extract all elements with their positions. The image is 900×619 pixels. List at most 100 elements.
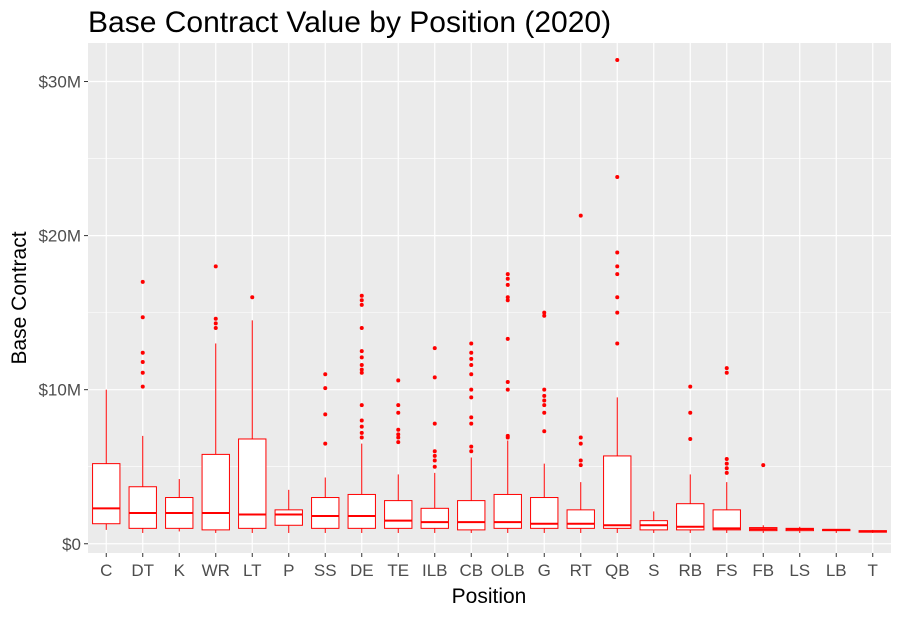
box-group-ls — [785, 526, 814, 533]
y-axis-title: Base Contract — [8, 231, 31, 364]
box-group-t — [858, 529, 887, 533]
x-tick-label: DT — [131, 561, 154, 580]
y-tick-label: $20M — [38, 227, 81, 246]
x-tick-label: DE — [350, 561, 374, 580]
outlier-point — [323, 372, 328, 377]
x-tick-label: ILB — [422, 561, 448, 580]
outlier-point — [432, 375, 437, 380]
outlier-point — [615, 341, 620, 346]
x-tick-label: RT — [570, 561, 592, 580]
outlier-point — [469, 341, 474, 346]
outlier-point — [542, 313, 547, 318]
x-tick-label: C — [100, 561, 112, 580]
outlier-point — [323, 412, 328, 417]
outlier-point — [724, 466, 729, 471]
outlier-point — [213, 326, 218, 331]
outlier-point — [724, 470, 729, 475]
outlier-point — [396, 440, 401, 445]
outlier-point — [432, 421, 437, 426]
outlier-point — [615, 310, 620, 315]
outlier-point — [469, 350, 474, 355]
outlier-point — [615, 295, 620, 300]
y-tick-label: $10M — [38, 381, 81, 400]
outlier-point — [359, 370, 364, 375]
box — [420, 507, 449, 529]
outlier-point — [469, 372, 474, 377]
outlier-point — [469, 387, 474, 392]
x-tick-label: QB — [605, 561, 630, 580]
x-tick-label: CB — [459, 561, 483, 580]
outlier-point — [505, 387, 510, 392]
outlier-point — [359, 293, 364, 298]
box-group-dt — [128, 279, 157, 533]
box-group-rt — [566, 213, 595, 533]
box-group-fb — [749, 463, 778, 533]
outlier-point — [140, 279, 145, 284]
outlier-point — [505, 295, 510, 300]
outlier-point — [505, 379, 510, 384]
outlier-point — [542, 398, 547, 403]
outlier-point — [542, 403, 547, 408]
outlier-point — [140, 370, 145, 375]
outlier-point — [615, 264, 620, 269]
outlier-point — [505, 282, 510, 287]
outlier-point — [140, 315, 145, 320]
outlier-point — [615, 272, 620, 277]
outlier-point — [505, 298, 510, 303]
outlier-point — [542, 410, 547, 415]
x-axis: C DT K WR LT P SS DE TE ILB CB OLB G RT QB S RB FS FB LS LB T — [100, 553, 878, 580]
outlier-point — [396, 378, 401, 383]
outlier-point — [432, 346, 437, 351]
outlier-point — [578, 435, 583, 440]
x-tick-label: K — [174, 561, 186, 580]
x-tick-label: TE — [387, 561, 409, 580]
outlier-point — [359, 363, 364, 368]
outlier-point — [359, 435, 364, 440]
x-axis-title: Position — [452, 585, 527, 608]
outlier-point — [432, 458, 437, 463]
box-group-s — [639, 511, 668, 533]
outlier-point — [469, 415, 474, 420]
outlier-point — [359, 302, 364, 307]
outlier-point — [469, 449, 474, 454]
outlier-point — [505, 272, 510, 277]
outlier-point — [213, 321, 218, 326]
x-tick-label: FB — [752, 561, 774, 580]
outlier-point — [359, 424, 364, 429]
outlier-point — [505, 433, 510, 438]
outlier-point — [359, 430, 364, 435]
y-axis: $0 $10M $20M $30M — [38, 73, 88, 554]
outlier-point — [140, 350, 145, 355]
outlier-point — [359, 349, 364, 354]
outlier-point — [542, 393, 547, 398]
outlier-point — [323, 441, 328, 446]
box — [712, 509, 741, 531]
box-group-olb — [493, 272, 522, 533]
box-group-lt — [238, 295, 267, 533]
outlier-point — [323, 386, 328, 391]
x-tick-label: S — [648, 561, 659, 580]
outlier-point — [250, 295, 255, 300]
x-tick-label: FS — [716, 561, 738, 580]
box-group-wr — [201, 264, 230, 533]
outlier-point — [724, 370, 729, 375]
box-group-lb — [822, 528, 851, 533]
box-group-de — [347, 293, 376, 533]
box — [676, 503, 705, 531]
box — [603, 455, 632, 529]
x-tick-label: G — [538, 561, 551, 580]
box-group-fs — [712, 366, 741, 533]
x-tick-label: LS — [789, 561, 810, 580]
outlier-point — [396, 403, 401, 408]
box-group-g — [530, 310, 559, 533]
outlier-point — [432, 453, 437, 458]
box — [311, 497, 340, 529]
outlier-point — [140, 359, 145, 364]
outlier-point — [615, 175, 620, 180]
outlier-point — [359, 298, 364, 303]
box-group-c — [92, 389, 121, 530]
box — [384, 500, 413, 529]
box — [493, 493, 522, 529]
outlier-point — [469, 395, 474, 400]
